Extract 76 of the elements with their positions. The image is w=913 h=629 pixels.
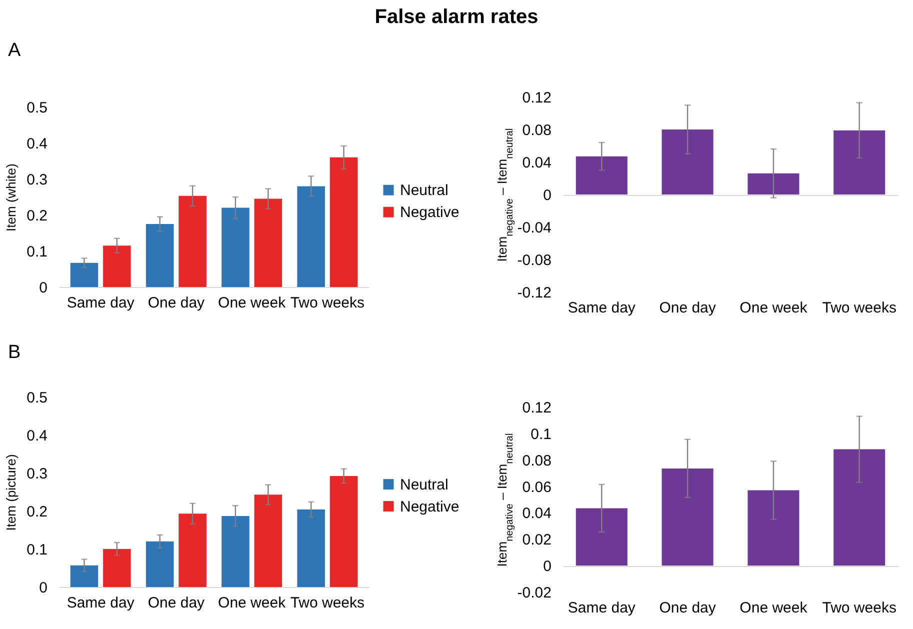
bar: [146, 541, 174, 587]
x-tick-label: Two weeks: [290, 594, 365, 612]
y-tick-label: 0.2: [26, 208, 48, 224]
y-tick-label: 0.12: [522, 400, 552, 416]
bar: [834, 449, 886, 566]
bar: [178, 196, 206, 287]
y-tick-label: 0.08: [522, 452, 552, 470]
y-tick-label: 0.04: [522, 154, 552, 172]
x-tick-label: Same day: [66, 294, 135, 312]
y-tick-label: 0.1: [26, 244, 48, 260]
bar: [748, 490, 800, 566]
bar: [146, 224, 174, 287]
text: B: [8, 342, 21, 364]
bar: [662, 468, 714, 566]
bar: [662, 130, 714, 194]
bar: [576, 156, 628, 194]
y-tick-label: 0.4: [26, 136, 48, 152]
y-tick-label: -0.04: [517, 220, 552, 236]
y-tick-label: 0.08: [522, 122, 552, 139]
legend-label: Negative: [400, 498, 460, 516]
x-tick-label: One day: [148, 294, 206, 312]
bar: [254, 198, 282, 287]
bar: [330, 157, 358, 287]
y-tick-label: 0.12: [522, 90, 552, 106]
bar: [834, 130, 886, 194]
y-tick-label: 0.06: [522, 478, 552, 496]
y-tick-label: -0.12: [517, 284, 552, 302]
legend-label: Neutral: [400, 476, 448, 494]
bar: [297, 186, 325, 287]
y-tick-label: 0.3: [26, 466, 48, 482]
y-tick-label: 0.02: [522, 532, 552, 549]
y-tick-label: 0.2: [26, 504, 48, 520]
x-tick-label: Two weeks: [822, 600, 896, 616]
y-tick-label: 0: [543, 187, 552, 204]
y-axis-title: Item (white): [4, 164, 19, 232]
y-tick-label: -0.02: [517, 584, 552, 602]
bar: [222, 516, 250, 587]
bar: [297, 509, 325, 587]
x-tick-label: Two weeks: [290, 294, 365, 312]
bar: [70, 262, 98, 287]
bar: [103, 549, 131, 587]
x-tick-label: One day: [659, 600, 716, 616]
y-tick-label: 0.04: [522, 505, 552, 522]
bar: [576, 508, 628, 566]
y-tick-label: 0: [39, 580, 48, 596]
legend-label: Negative: [400, 204, 460, 222]
y-axis-title: Item (picture): [4, 454, 19, 531]
y-tick-label: 0.5: [26, 390, 48, 406]
y-tick-label: 0: [543, 558, 552, 576]
x-tick-label: One week: [740, 300, 808, 316]
x-tick-label: One week: [218, 294, 286, 312]
bar: [103, 246, 131, 287]
x-tick-label: Same day: [568, 300, 636, 316]
legend-label: Neutral: [400, 182, 448, 200]
bar: [254, 494, 282, 587]
y-tick-label: 0.3: [26, 172, 48, 188]
y-tick-label: 0.5: [26, 100, 48, 116]
x-tick-label: Two weeks: [822, 300, 896, 316]
bar: [70, 565, 98, 587]
text: A: [8, 40, 21, 62]
bar: [748, 173, 800, 194]
x-tick-label: Same day: [66, 594, 135, 612]
y-tick-label: 0: [39, 280, 48, 296]
y-tick-label: -0.08: [517, 252, 552, 269]
x-tick-label: Same day: [568, 600, 636, 616]
y-tick-label: 0.4: [26, 428, 48, 444]
text: False alarm rates: [374, 6, 540, 29]
x-tick-label: One week: [218, 594, 286, 612]
bar: [330, 476, 358, 587]
x-tick-label: One day: [659, 300, 716, 316]
x-tick-label: One day: [148, 594, 206, 612]
bar: [222, 208, 250, 287]
bar: [178, 514, 206, 587]
y-tick-label: 0.1: [26, 542, 48, 558]
y-tick-label: 0.1: [530, 426, 552, 443]
x-tick-label: One week: [740, 600, 808, 616]
